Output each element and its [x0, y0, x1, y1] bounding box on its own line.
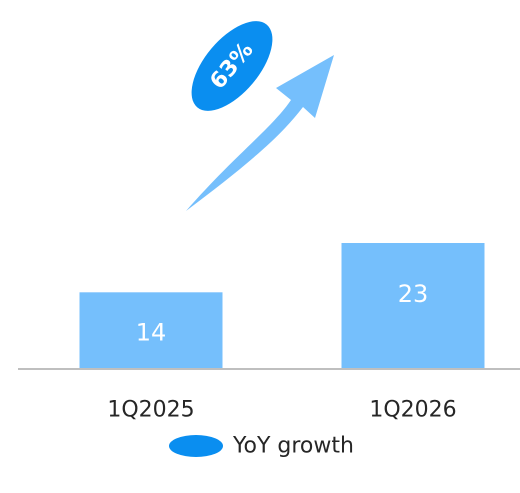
bar-value-label: 23	[398, 280, 429, 308]
x-tick-label: 1Q2025	[107, 398, 194, 423]
bar-1Q2026	[341, 243, 485, 369]
legend-label: YoY growth	[232, 434, 354, 459]
bar-value-label: 14	[136, 319, 167, 347]
growth-badge-shape	[191, 21, 273, 111]
bars: 14 1Q2025 23 1Q2026	[79, 243, 485, 423]
legend-swatch	[169, 435, 223, 457]
growth-badge: 63%	[191, 21, 273, 111]
x-tick-label: 1Q2026	[369, 398, 456, 423]
growth-arrow	[186, 55, 334, 211]
bar-1Q2025	[79, 292, 223, 369]
legend: YoY growth	[169, 434, 354, 459]
